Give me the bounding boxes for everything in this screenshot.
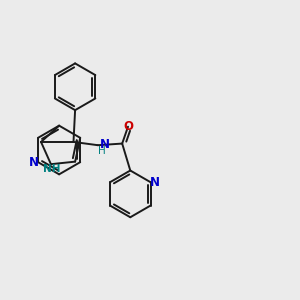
Text: N: N: [100, 138, 110, 151]
Text: NH: NH: [43, 164, 60, 174]
Text: N: N: [149, 176, 159, 189]
Text: O: O: [123, 120, 133, 133]
Text: H: H: [98, 146, 106, 156]
Text: N: N: [29, 156, 39, 169]
